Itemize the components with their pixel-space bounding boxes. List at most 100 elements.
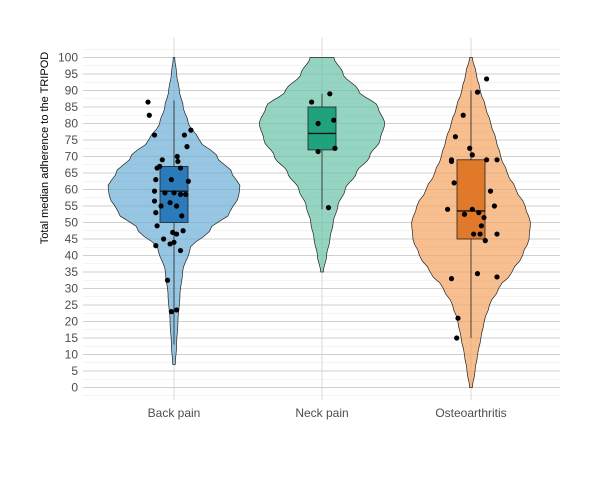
data-point (177, 247, 184, 254)
y-tick-label: 50 (65, 216, 79, 230)
data-point (487, 188, 494, 194)
data-point (151, 132, 158, 138)
box-iqr (307, 106, 337, 151)
data-point (315, 148, 321, 155)
data-point (179, 213, 185, 219)
y-tick-label: 15 (65, 331, 79, 345)
data-point (154, 223, 160, 229)
data-point (153, 210, 159, 216)
y-tick-label: 95 (65, 67, 79, 81)
data-point (460, 112, 466, 118)
data-point (494, 231, 500, 237)
data-point (474, 89, 481, 95)
data-point (159, 157, 165, 163)
data-point (309, 99, 315, 105)
y-tick-label: 70 (65, 150, 79, 164)
data-point (448, 158, 455, 165)
data-point (151, 198, 158, 204)
data-point (146, 112, 152, 118)
x-tick-label: Back pain (148, 406, 201, 420)
data-point (170, 229, 176, 235)
data-point (158, 203, 164, 209)
data-point (461, 211, 468, 217)
data-point (467, 145, 473, 151)
data-point (177, 191, 184, 198)
data-point (167, 241, 173, 247)
y-tick-label: 75 (65, 133, 79, 147)
data-point (171, 239, 177, 245)
x-tick-label: Osteoarthritis (435, 406, 506, 420)
y-tick-label: 60 (65, 183, 79, 197)
jitter-points (145, 76, 500, 341)
x-tick-label: Neck pain (295, 406, 348, 420)
y-tick-label: 10 (65, 348, 79, 362)
y-tick-label: 5 (71, 364, 78, 378)
data-point (474, 271, 481, 277)
data-point (451, 180, 457, 186)
data-point (491, 203, 497, 209)
y-tick-label: 20 (65, 315, 79, 329)
data-point (484, 76, 490, 82)
data-point (174, 153, 180, 160)
data-point (469, 152, 475, 158)
data-point (168, 177, 174, 183)
y-axis-ticks: 0 5 10 15 20 25 30 35 40 45 50 55 60 65 70 75 80 85 90 95 10… (58, 51, 78, 395)
data-point (478, 223, 484, 229)
y-tick-label: 55 (65, 199, 79, 213)
data-point (174, 203, 180, 209)
data-point (174, 307, 180, 313)
data-point (469, 206, 475, 212)
y-tick-label: 0 (71, 381, 78, 395)
data-point (145, 99, 151, 105)
data-point (454, 335, 460, 341)
data-point (482, 238, 488, 244)
data-point (484, 157, 490, 163)
data-point (331, 117, 337, 123)
data-point (471, 231, 477, 237)
data-point (171, 190, 177, 196)
data-point (185, 178, 191, 184)
x-axis-ticks: Back pain Neck pain Osteoarthritis (148, 406, 507, 420)
data-point (448, 276, 455, 282)
data-point (153, 243, 159, 249)
y-tick-label: 30 (65, 282, 79, 296)
data-point (180, 228, 186, 234)
data-point (477, 231, 483, 237)
data-point (184, 144, 190, 150)
data-point (183, 191, 189, 198)
y-tick-label: 45 (65, 232, 79, 246)
data-point (455, 315, 461, 321)
y-tick-label: 85 (65, 100, 79, 114)
y-tick-label: 100 (58, 51, 78, 65)
data-point (154, 165, 160, 171)
data-point (161, 236, 167, 242)
data-point (174, 231, 180, 237)
y-tick-label: 40 (65, 249, 79, 263)
data-point (164, 277, 171, 283)
data-point (332, 145, 338, 151)
data-point (315, 120, 321, 127)
data-point (181, 132, 187, 138)
data-point (151, 188, 158, 194)
data-point (494, 157, 500, 163)
data-point (476, 210, 482, 216)
y-tick-label: 90 (65, 84, 79, 98)
data-point (494, 274, 500, 280)
data-point (481, 214, 487, 221)
y-tick-label: 80 (65, 117, 79, 131)
y-tick-label: 65 (65, 166, 79, 180)
data-point (168, 309, 174, 315)
data-point (177, 165, 184, 171)
y-tick-label: 35 (65, 265, 79, 279)
data-point (452, 134, 458, 140)
y-axis-title: Total median adherence to the TRIPOD (39, 52, 51, 244)
data-point (188, 127, 194, 133)
data-point (175, 158, 181, 165)
data-point (325, 205, 332, 211)
data-point (162, 190, 168, 196)
data-point (327, 91, 333, 97)
data-point (153, 177, 159, 183)
y-tick-label: 25 (65, 298, 79, 312)
